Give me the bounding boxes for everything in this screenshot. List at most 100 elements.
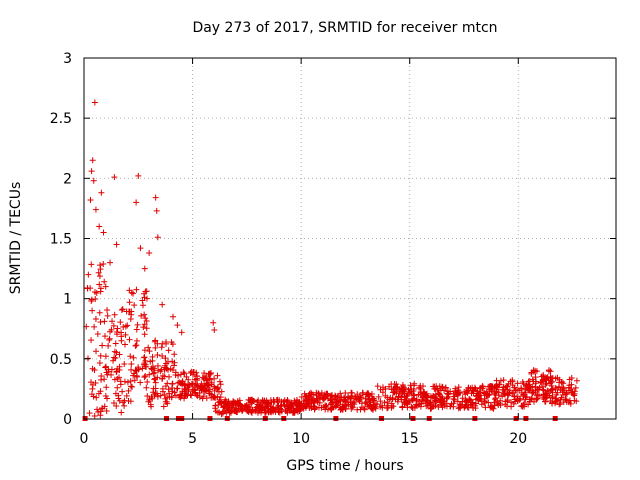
- data-point: [335, 400, 342, 407]
- data-point: [408, 385, 415, 392]
- data-point: [152, 337, 159, 344]
- data-point: [506, 389, 513, 396]
- data-point: [137, 245, 144, 252]
- data-point: [439, 383, 446, 390]
- data-point: [225, 398, 232, 405]
- data-point: [563, 397, 570, 404]
- data-point: [128, 360, 135, 367]
- data-point: [571, 388, 578, 395]
- y-tick-label: 1: [63, 292, 72, 308]
- data-point: [560, 385, 567, 392]
- data-point: [152, 379, 159, 386]
- data-point: [505, 380, 512, 387]
- data-point: [224, 405, 231, 412]
- data-point: [381, 399, 388, 406]
- data-point: [98, 189, 105, 196]
- data-point: [91, 323, 98, 330]
- data-point: [146, 348, 153, 355]
- data-point: [133, 286, 140, 293]
- data-point: [200, 393, 207, 400]
- data-point: [207, 376, 214, 383]
- data-point: [396, 390, 403, 397]
- data-point: [181, 395, 188, 402]
- data-point: [433, 383, 440, 390]
- data-point: [141, 347, 148, 354]
- data-point: [518, 402, 525, 409]
- data-point: [568, 389, 575, 396]
- data-point: [345, 393, 352, 400]
- data-point: [545, 368, 552, 375]
- data-point: [295, 402, 302, 409]
- data-point: [348, 405, 355, 412]
- data-point: [540, 371, 547, 378]
- data-point: [103, 407, 110, 414]
- data-point: [532, 380, 539, 387]
- y-tick-label: 2.5: [50, 111, 72, 127]
- data-point: [91, 99, 98, 106]
- data-point: [103, 384, 110, 391]
- data-point: [382, 385, 389, 392]
- axis-ticks: [83, 57, 616, 420]
- data-point: [105, 342, 112, 349]
- data-point: [89, 365, 96, 372]
- data-point: [476, 385, 483, 392]
- data-point: [169, 341, 176, 348]
- data-point: [464, 390, 471, 397]
- data-point: [521, 391, 528, 398]
- data-point: [318, 389, 325, 396]
- data-point: [300, 397, 307, 404]
- data-point: [233, 406, 240, 413]
- data-point: [131, 302, 138, 309]
- data-point: [96, 281, 103, 288]
- data-point: [409, 397, 416, 404]
- data-point: [526, 396, 533, 403]
- data-point: [102, 363, 109, 370]
- data-point: [121, 402, 128, 409]
- data-point: [92, 315, 99, 322]
- data-point: [557, 400, 564, 407]
- data-point: [158, 366, 165, 373]
- data-point: [126, 299, 133, 306]
- data-point: [109, 318, 116, 325]
- data-point: [121, 361, 128, 368]
- data-point: [501, 391, 508, 398]
- data-point: [487, 404, 494, 411]
- data-point: [500, 377, 507, 384]
- data-point: [211, 375, 218, 382]
- data-point: [127, 353, 134, 360]
- data-point: [94, 406, 101, 413]
- data-point: [546, 392, 553, 399]
- data-point: [201, 388, 208, 395]
- data-point: [389, 395, 396, 402]
- data-point: [146, 371, 153, 378]
- data-point: [214, 372, 221, 379]
- data-point: [214, 384, 221, 391]
- data-point: [150, 389, 157, 396]
- data-point: [203, 373, 210, 380]
- data-point: [164, 380, 171, 387]
- data-point: [92, 206, 99, 213]
- data-point: [204, 381, 211, 388]
- data-point: [395, 393, 402, 400]
- data-point: [107, 328, 114, 335]
- data-point: [525, 378, 532, 385]
- data-point: [95, 390, 102, 397]
- data-point: [172, 369, 179, 376]
- data-point: [151, 369, 158, 376]
- data-point: [219, 410, 226, 417]
- data-point: [371, 401, 378, 408]
- data-point: [465, 398, 472, 405]
- data-point: [183, 373, 190, 380]
- data-point: [445, 393, 452, 400]
- data-point: [528, 369, 535, 376]
- data-point: [95, 409, 102, 416]
- data-point: [514, 380, 521, 387]
- data-point: [481, 395, 488, 402]
- data-point: [199, 374, 206, 381]
- data-point: [288, 399, 295, 406]
- data-point: [402, 397, 409, 404]
- data-point: [119, 388, 126, 395]
- data-point: [377, 398, 384, 405]
- data-point: [141, 331, 148, 338]
